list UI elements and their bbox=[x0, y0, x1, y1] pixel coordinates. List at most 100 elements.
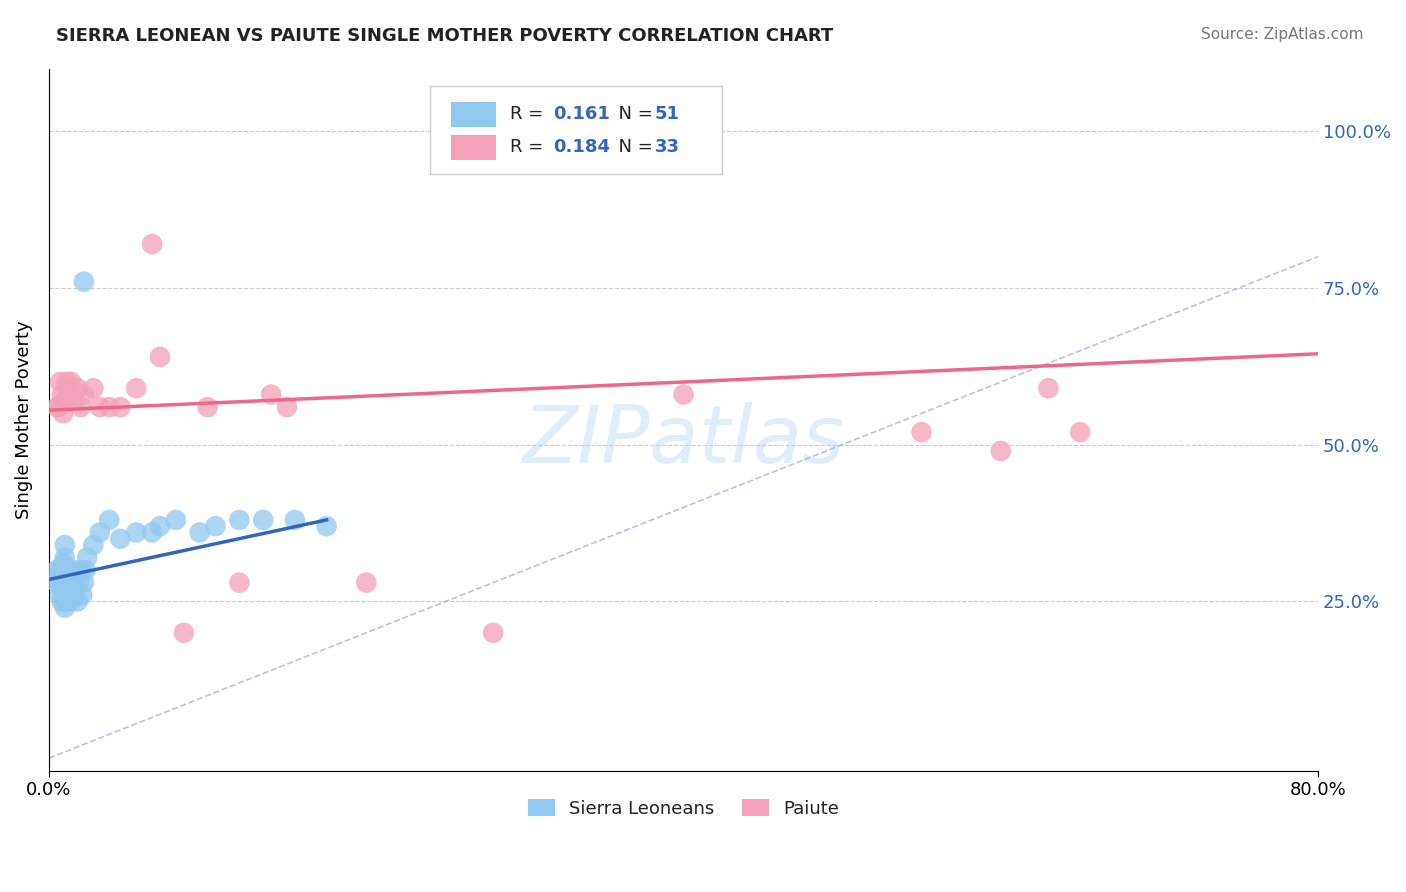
Point bbox=[49, 575, 72, 590]
Text: N =: N = bbox=[607, 105, 659, 123]
Point bbox=[165, 513, 187, 527]
Point bbox=[98, 400, 121, 414]
Point bbox=[82, 381, 104, 395]
Point bbox=[910, 425, 932, 439]
Legend: Sierra Leoneans, Paiute: Sierra Leoneans, Paiute bbox=[520, 791, 846, 825]
Point bbox=[69, 563, 91, 577]
Point bbox=[482, 625, 505, 640]
Point bbox=[49, 563, 72, 577]
Point bbox=[110, 400, 132, 414]
Point bbox=[65, 569, 87, 583]
Point bbox=[73, 575, 96, 590]
Y-axis label: Single Mother Poverty: Single Mother Poverty bbox=[15, 320, 32, 519]
Point bbox=[89, 525, 111, 540]
Point bbox=[51, 582, 73, 596]
Point bbox=[1069, 425, 1091, 439]
Point bbox=[66, 381, 89, 395]
Point bbox=[356, 575, 378, 590]
Point bbox=[53, 588, 76, 602]
Point bbox=[125, 525, 148, 540]
Point bbox=[315, 519, 337, 533]
Point bbox=[98, 513, 121, 527]
Point bbox=[73, 275, 96, 289]
Point bbox=[89, 400, 111, 414]
Point bbox=[149, 519, 172, 533]
Text: SIERRA LEONEAN VS PAIUTE SINGLE MOTHER POVERTY CORRELATION CHART: SIERRA LEONEAN VS PAIUTE SINGLE MOTHER P… bbox=[56, 27, 834, 45]
Point bbox=[60, 594, 83, 608]
Text: ZIPatlas: ZIPatlas bbox=[523, 401, 845, 480]
Point bbox=[51, 387, 73, 401]
Point bbox=[73, 387, 96, 401]
Point bbox=[252, 513, 274, 527]
Text: Source: ZipAtlas.com: Source: ZipAtlas.com bbox=[1201, 27, 1364, 42]
Point bbox=[672, 387, 695, 401]
Point bbox=[75, 563, 97, 577]
Point bbox=[56, 575, 79, 590]
Point bbox=[69, 400, 91, 414]
Point bbox=[51, 594, 73, 608]
Point bbox=[125, 381, 148, 395]
Point bbox=[55, 582, 77, 596]
Point bbox=[990, 444, 1012, 458]
Point bbox=[45, 575, 67, 590]
Point bbox=[53, 575, 76, 590]
Point bbox=[188, 525, 211, 540]
Text: 33: 33 bbox=[654, 138, 679, 156]
Point bbox=[110, 532, 132, 546]
Point bbox=[55, 594, 77, 608]
Point bbox=[72, 588, 94, 602]
Point bbox=[45, 563, 67, 577]
Point bbox=[82, 538, 104, 552]
Point bbox=[1038, 381, 1060, 395]
Point bbox=[63, 582, 86, 596]
Text: N =: N = bbox=[607, 138, 659, 156]
Point bbox=[52, 569, 75, 583]
Point bbox=[58, 582, 80, 596]
Point bbox=[149, 350, 172, 364]
Text: R =: R = bbox=[510, 138, 548, 156]
Point bbox=[60, 575, 83, 590]
Point bbox=[228, 575, 250, 590]
Point bbox=[141, 525, 163, 540]
Point bbox=[66, 594, 89, 608]
Point bbox=[62, 575, 84, 590]
Point bbox=[53, 550, 76, 565]
Point bbox=[67, 575, 90, 590]
FancyBboxPatch shape bbox=[430, 86, 721, 174]
Point bbox=[63, 393, 86, 408]
Point bbox=[260, 387, 283, 401]
Point bbox=[204, 519, 226, 533]
Point bbox=[141, 237, 163, 252]
Point bbox=[58, 393, 80, 408]
Point bbox=[53, 538, 76, 552]
Point bbox=[48, 400, 70, 414]
Point bbox=[53, 563, 76, 577]
Text: 51: 51 bbox=[654, 105, 679, 123]
Text: R =: R = bbox=[510, 105, 548, 123]
Point bbox=[173, 625, 195, 640]
Point bbox=[276, 400, 298, 414]
Point bbox=[49, 375, 72, 389]
Point bbox=[56, 588, 79, 602]
Point bbox=[49, 588, 72, 602]
FancyBboxPatch shape bbox=[451, 135, 496, 160]
FancyBboxPatch shape bbox=[451, 102, 496, 127]
Point bbox=[56, 387, 79, 401]
Point bbox=[228, 513, 250, 527]
Text: 0.184: 0.184 bbox=[553, 138, 610, 156]
Point bbox=[45, 400, 67, 414]
Point bbox=[53, 393, 76, 408]
Point bbox=[62, 393, 84, 408]
Point bbox=[58, 569, 80, 583]
Point bbox=[52, 588, 75, 602]
Point bbox=[55, 375, 77, 389]
Text: 0.161: 0.161 bbox=[553, 105, 610, 123]
Point bbox=[284, 513, 307, 527]
Point bbox=[52, 406, 75, 420]
Point bbox=[60, 375, 83, 389]
Point bbox=[62, 588, 84, 602]
Point bbox=[62, 563, 84, 577]
Point bbox=[53, 600, 76, 615]
Point bbox=[197, 400, 219, 414]
Point bbox=[52, 557, 75, 571]
